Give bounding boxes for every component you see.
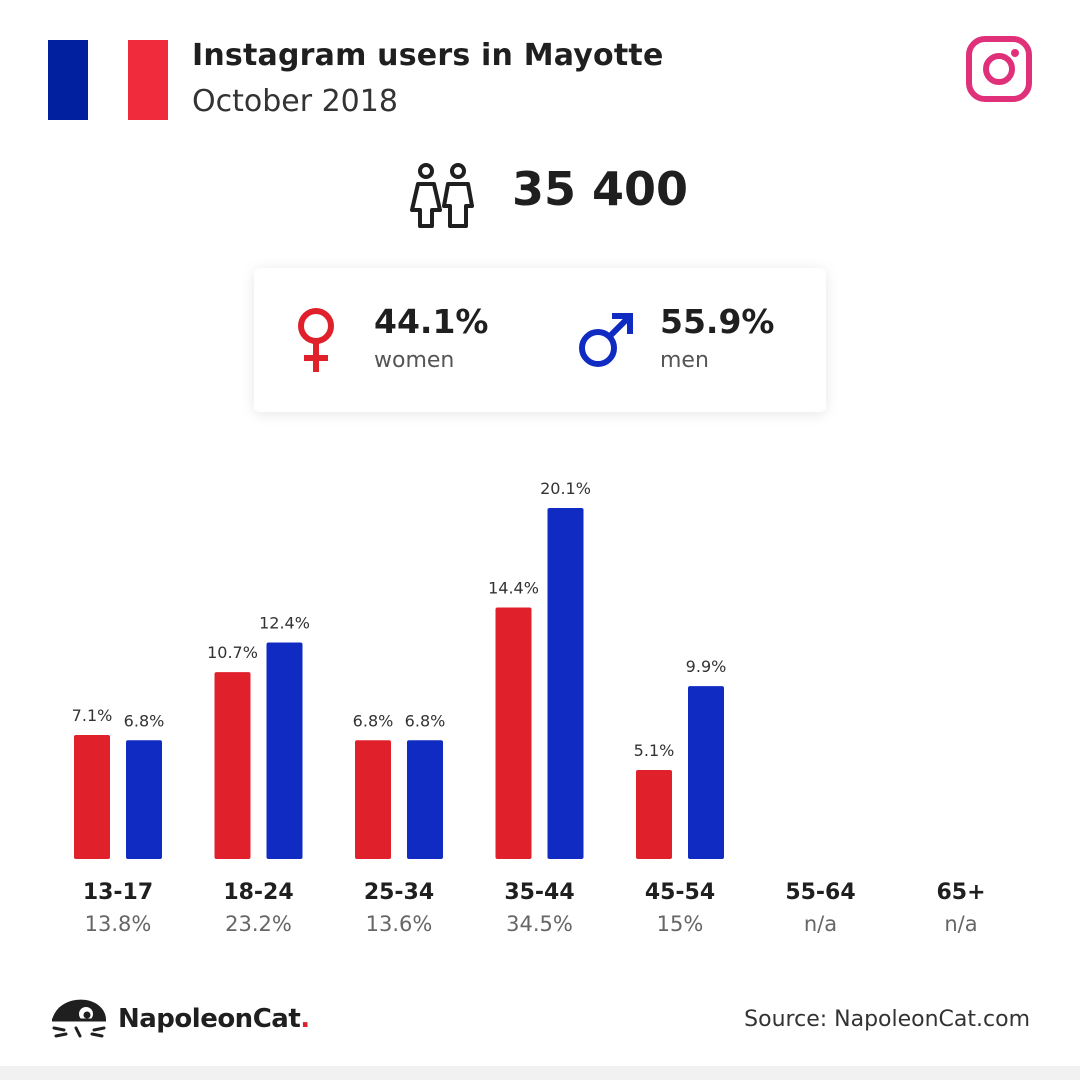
male-symbol-icon <box>579 313 633 367</box>
bar-women-25-34 <box>355 740 391 859</box>
category-label-25-34: 25-34 <box>364 880 434 905</box>
category-total-35-44: 34.5% <box>506 912 573 936</box>
men-label: men <box>660 348 709 373</box>
category-total-55-64: n/a <box>804 912 837 936</box>
bar-label-women-18-24: 10.7% <box>207 643 258 662</box>
brand-name: NapoleonCat. <box>118 1004 310 1034</box>
women-label: women <box>374 348 455 373</box>
category-label-18-24: 18-24 <box>223 880 293 905</box>
flag-blue-stripe <box>48 40 88 120</box>
bar-women-18-24 <box>214 672 251 859</box>
page-title: Instagram users in Mayotte <box>192 38 664 73</box>
category-total-65+: n/a <box>944 912 977 936</box>
female-symbol-icon <box>298 308 334 372</box>
bar-label-women-35-44: 14.4% <box>488 579 539 598</box>
bar-label-men-45-54: 9.9% <box>686 657 727 676</box>
age-bar-chart: 7.1% 6.8% 13-17 13.8% 10.7%12.4% 18-24 23.2% 6.… <box>72 479 986 936</box>
category-label-65+: 65+ <box>936 880 985 905</box>
bar-label-women-13-17: 7.1% <box>72 706 113 725</box>
category-label-45-54: 45-54 <box>645 880 715 905</box>
bar-men-45-54 <box>688 686 724 859</box>
brand-dot: . <box>300 1004 310 1034</box>
bar-women-45-54 <box>636 769 672 859</box>
bar-label-women-25-34: 6.8% <box>353 711 394 730</box>
bottom-strip <box>0 1066 1080 1080</box>
bar-men-35-44 <box>547 508 584 859</box>
women-percentage: 44.1% <box>374 302 489 341</box>
brand-name-text: NapoleonCat <box>118 1004 301 1034</box>
men-percentage: 55.9% <box>660 302 775 341</box>
bar-label-men-35-44: 20.1% <box>540 479 591 498</box>
instagram-icon <box>966 36 1032 102</box>
bar-label-men-13-17: 6.8% <box>124 711 165 730</box>
gender-card: 44.1% women 55.9% men <box>254 268 826 412</box>
category-total-18-24: 23.2% <box>225 912 292 936</box>
bar-men-13-17 <box>126 740 162 859</box>
bar-men-25-34 <box>407 740 443 859</box>
category-label-35-44: 35-44 <box>504 880 574 905</box>
category-label-55-64: 55-64 <box>785 880 855 905</box>
bar-label-women-45-54: 5.1% <box>634 741 675 760</box>
bar-label-men-18-24: 12.4% <box>259 613 310 632</box>
france-flag-icon <box>48 40 168 120</box>
source-credit: Source: NapoleonCat.com <box>744 1007 1030 1032</box>
category-label-13-17: 13-17 <box>83 880 153 905</box>
category-total-45-54: 15% <box>657 912 704 936</box>
bar-men-18-24 <box>266 642 303 859</box>
category-total-13-17: 13.8% <box>85 912 152 936</box>
users-icon <box>410 163 474 228</box>
total-users: 35 400 <box>512 162 689 216</box>
bar-women-13-17 <box>74 735 110 859</box>
bar-women-35-44 <box>495 607 532 859</box>
napoleoncat-logo-icon <box>52 999 106 1038</box>
page-subtitle: October 2018 <box>192 84 398 119</box>
bar-label-men-25-34: 6.8% <box>405 711 446 730</box>
flag-red-stripe <box>128 40 168 120</box>
category-total-25-34: 13.6% <box>366 912 433 936</box>
